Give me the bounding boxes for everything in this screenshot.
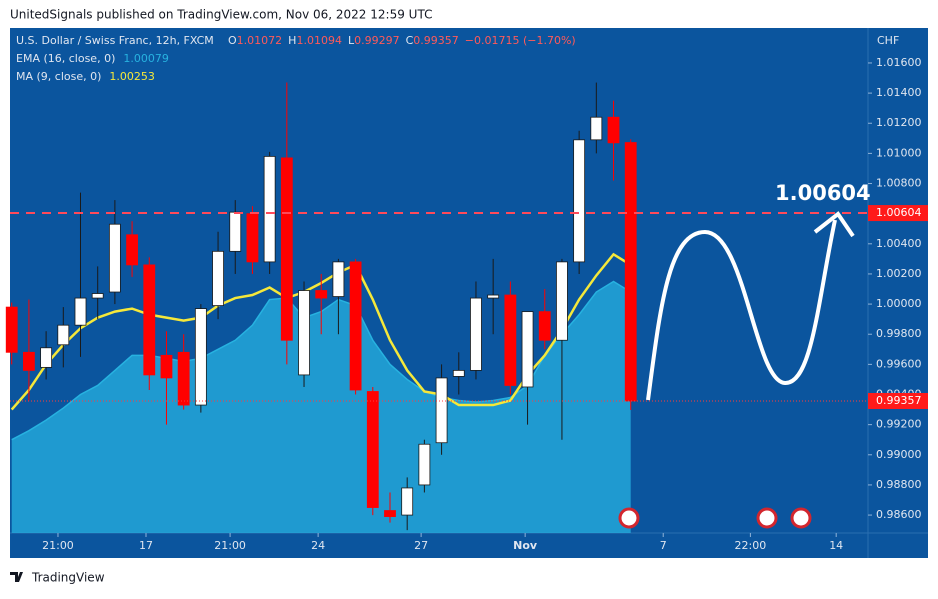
candle-body [194, 308, 207, 406]
indicator-legend-row: MA (9, close, 0) 1.00253 [16, 70, 155, 83]
candle-body [40, 347, 53, 368]
target-annotation: 1.00604 [775, 181, 871, 205]
candle-body [538, 311, 551, 341]
ohlc-letter: C [406, 34, 414, 47]
x-tick-label: 7 [660, 539, 667, 552]
y-tick-label: 1.00800 [876, 177, 922, 190]
candle-body [229, 211, 242, 252]
candle-body [5, 306, 18, 353]
indicator-value: 1.00253 [109, 70, 155, 83]
arrow-head [813, 211, 855, 238]
x-tick-label: 27 [414, 539, 428, 552]
candle-body [74, 297, 87, 326]
last-price-label: 0.99357 [876, 394, 922, 407]
last-price-box [868, 392, 928, 409]
candle-body [280, 157, 293, 341]
candle-body [315, 290, 328, 299]
candle-body [384, 510, 396, 517]
candle-body [556, 261, 568, 341]
candle-body [401, 487, 414, 516]
candle-body [212, 250, 224, 306]
symbol-title: U.S. Dollar / Swiss Franc, 12h, FXCM [16, 34, 214, 47]
footer-brand: TradingView [31, 571, 105, 585]
indicator-legend-row: EMA (16, close, 0) 1.00079 [16, 52, 169, 65]
y-tick-label: 1.01400 [876, 86, 922, 99]
ohlc-value: 1.01094 [296, 34, 342, 47]
y-tick-label: 1.00400 [876, 237, 922, 250]
ohlc-value: 0.99357 [413, 34, 459, 47]
candle-body [91, 293, 104, 299]
candle-body [418, 443, 431, 486]
ohlc-legend: O1.01072 H1.01094 L0.99297 C0.99357 −0.01715… [228, 34, 576, 47]
y-tick-label: 0.98600 [876, 508, 922, 521]
ohlc-letter: H [288, 34, 296, 47]
y-tick-label: 0.98800 [876, 478, 922, 491]
x-tick-label: Nov [513, 539, 538, 552]
candle-body [521, 311, 534, 388]
candle-body [470, 297, 482, 371]
y-tick-label: 1.01600 [876, 56, 922, 69]
change-value: −0.01715 (−1.70%) [465, 34, 576, 47]
candle-body [57, 324, 70, 346]
y-tick-label: 0.99800 [876, 327, 922, 340]
ohlc-letter: O [228, 34, 237, 47]
candle-body [452, 369, 465, 377]
candle-body [624, 142, 637, 402]
target-box [868, 205, 928, 222]
publish-header: UnitedSignals published on TradingView.c… [10, 8, 432, 22]
candle-body [177, 351, 190, 406]
candle-body [366, 391, 379, 508]
target-axis-label: 1.00604 [876, 206, 922, 219]
plot [5, 82, 637, 533]
candle-body [160, 354, 173, 379]
candle-body [487, 294, 500, 299]
ohlc-value: 1.01072 [237, 34, 283, 47]
x-tick-label: 17 [139, 539, 153, 552]
indicator-name: MA (9, close, 0) [16, 70, 101, 83]
indicator-name: EMA (16, close, 0) [16, 52, 115, 65]
ohlc-letter: L [348, 34, 355, 47]
candle-body [435, 377, 448, 444]
candle-body [126, 234, 138, 266]
x-tick-label: 14 [829, 539, 843, 552]
candle-body [607, 116, 620, 144]
x-tick-label: 21:00 [42, 539, 74, 552]
y-tick-label: 1.01000 [876, 146, 922, 159]
x-tick-label: 22:00 [735, 539, 767, 552]
candle-body [108, 223, 121, 293]
ohlc-value: 0.99297 [354, 34, 400, 47]
candle-body [573, 139, 586, 263]
y-tick-label: 1.00200 [876, 267, 922, 280]
x-tick-label: 21:00 [214, 539, 246, 552]
y-tick-label: 0.99600 [876, 357, 922, 370]
y-tick-label: 1.00000 [876, 297, 922, 310]
indicator-value: 1.00079 [123, 52, 169, 65]
footer-logo [10, 572, 23, 582]
candle-body [298, 290, 310, 376]
x-tick-label: 24 [311, 539, 325, 552]
y-tick-label: 0.99000 [876, 448, 922, 461]
candle-body [263, 155, 276, 263]
event-flags [618, 507, 812, 529]
candle-body [23, 351, 35, 371]
ema-area [11, 281, 631, 533]
candle-body [143, 264, 156, 376]
forecast-arrow [646, 219, 837, 401]
y-tick-label: 1.01200 [876, 116, 922, 129]
candle-body [332, 261, 345, 297]
candle-body [349, 261, 362, 391]
candle-body [590, 116, 603, 141]
candle-body [504, 294, 517, 386]
candle-body [246, 213, 259, 263]
currency-label: CHF [877, 34, 899, 47]
y-tick-label: 0.99200 [876, 418, 922, 431]
